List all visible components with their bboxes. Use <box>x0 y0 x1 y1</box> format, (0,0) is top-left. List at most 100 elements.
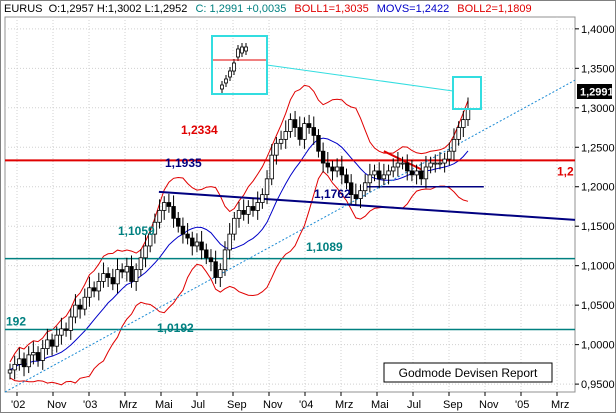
candle-body <box>236 210 242 219</box>
y-tick-label: 1,2000 <box>581 182 615 194</box>
zoom-connector <box>266 64 454 92</box>
candle-body <box>414 170 419 176</box>
x-tick-label: '03 <box>83 399 97 411</box>
y-tick-label: 1,3000 <box>581 103 615 115</box>
candle-body <box>372 170 377 176</box>
candle-body <box>96 281 101 292</box>
candle-body <box>12 363 17 371</box>
candle-body <box>377 170 382 180</box>
candle-body <box>269 154 274 180</box>
x-tick-label: '02 <box>11 399 25 411</box>
candle-body <box>264 178 270 196</box>
plot-area <box>4 16 576 393</box>
candle-body <box>171 206 176 219</box>
candle-body <box>255 202 260 211</box>
candle-body <box>391 166 396 172</box>
level-labels: 1,2334 1,1089 1,0192 1,2 192 1,1935 1,1762 1,10… <box>6 123 574 335</box>
zoom-candle-body <box>232 62 236 72</box>
candle-body <box>437 162 443 165</box>
candle-body <box>465 108 471 121</box>
candle-body <box>419 170 424 180</box>
candle-body <box>87 287 92 298</box>
dotted-trendline <box>4 79 576 393</box>
x-tick-label: '05 <box>515 399 529 411</box>
y-tick-label: 1,1000 <box>581 261 615 273</box>
candle-body <box>105 273 111 278</box>
x-tick-label: Mrz <box>335 399 353 411</box>
candle-body <box>208 257 214 263</box>
candle-body <box>31 352 36 356</box>
bollinger-upper-line <box>9 84 469 363</box>
candle-body <box>82 296 87 310</box>
candle-body <box>241 210 246 215</box>
x-tick-label: Mrz <box>551 399 569 411</box>
candle-body <box>362 182 368 192</box>
x-tick-label: Mrz <box>119 399 137 411</box>
candle-body <box>185 233 190 239</box>
last-price-value: 1,2991 <box>580 87 614 99</box>
zoom-candles <box>213 43 266 93</box>
candle-body <box>213 261 218 278</box>
point-label: 1,1762 <box>314 187 351 201</box>
candle-body <box>17 358 22 365</box>
candle-body <box>227 233 232 251</box>
candle-body <box>143 245 148 259</box>
candle-body <box>433 162 438 165</box>
level-label-clipped-left: 192 <box>6 314 26 328</box>
candle-body <box>442 158 447 164</box>
level-label: 1,1089 <box>306 240 343 254</box>
candle-body <box>148 233 153 247</box>
candle-body <box>344 174 349 184</box>
candle-body <box>311 127 316 136</box>
candle-body <box>110 277 116 285</box>
y-tick-label: 1,3500 <box>581 63 615 75</box>
candle-body <box>138 257 144 271</box>
header-close: C: 1,2991 +0,0035 <box>195 3 286 15</box>
candle-body <box>21 358 27 368</box>
zoom-candle-body <box>228 70 232 78</box>
candle-body <box>119 269 125 273</box>
trendline <box>158 190 576 221</box>
candle-body <box>133 269 139 282</box>
candle-body <box>45 339 50 349</box>
candle-body <box>461 119 466 128</box>
y-tick-label: 1,4000 <box>581 24 615 36</box>
candle-body <box>400 162 405 165</box>
candle-body <box>334 166 340 172</box>
candle-body <box>292 119 298 128</box>
zoom-candle-body <box>224 78 228 84</box>
header-boll2: BOLL2=1,1809 <box>457 3 531 15</box>
candle-body <box>325 162 330 168</box>
candle-body <box>330 166 335 172</box>
candle-body <box>77 304 83 310</box>
zoom-candle-body <box>240 46 244 54</box>
candle-body <box>297 127 302 140</box>
candle-body <box>232 217 237 235</box>
header-movs: MOVS=1,2422 <box>377 3 449 15</box>
x-tick-label: '04 <box>299 399 313 411</box>
x-tick-label: Nov <box>263 399 283 411</box>
candle-body <box>447 150 452 160</box>
x-tick-label: Mai <box>155 399 173 411</box>
point-label: 1,1935 <box>165 156 202 170</box>
candle-body <box>386 170 391 176</box>
candle-body <box>423 166 429 180</box>
candle-body <box>274 142 279 156</box>
candle-body <box>7 369 13 374</box>
candle-body <box>428 162 433 168</box>
candle-body <box>339 166 345 176</box>
x-axis: '02 Nov '03 Mrz Mai Jul Sep Nov '04 Mrz Mai Jul Sep N… <box>11 392 569 411</box>
candle-body <box>180 225 186 235</box>
candle-body <box>129 266 134 282</box>
candle-body <box>456 127 461 140</box>
y-tick-label: 1,2500 <box>581 142 615 154</box>
x-tick-label: Nov <box>47 399 67 411</box>
zoom-candle-body <box>236 48 240 58</box>
header-ohlc: O:1,2957 H:1,3002 L:1,2952 <box>49 3 188 15</box>
price-candles <box>7 97 471 380</box>
candle-body <box>63 328 69 331</box>
candle-body <box>73 304 78 318</box>
candle-body <box>162 202 167 211</box>
